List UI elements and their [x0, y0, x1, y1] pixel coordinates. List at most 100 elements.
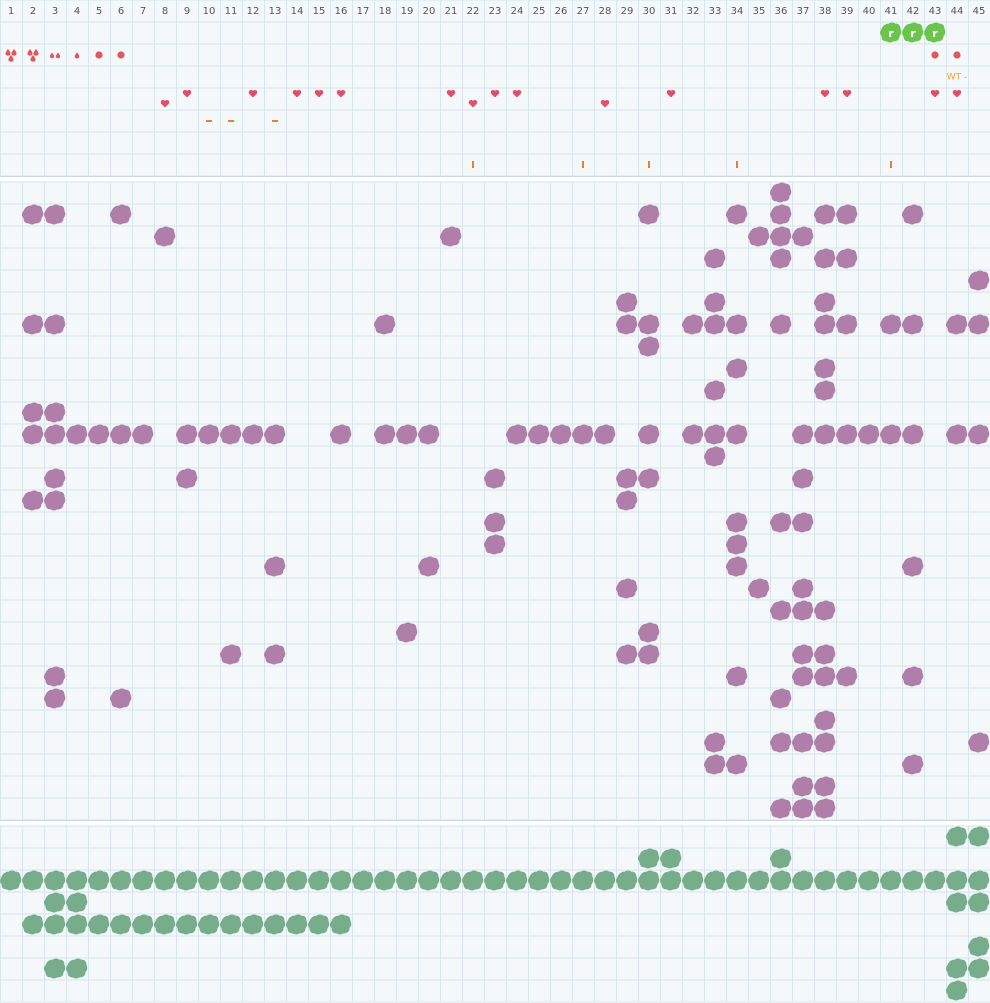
column-number: 21 — [445, 6, 458, 17]
green-blob — [264, 914, 286, 935]
tick — [472, 161, 474, 168]
heart — [490, 89, 500, 98]
purple-blob — [814, 424, 836, 445]
purple-blob — [704, 732, 726, 753]
purple-blob — [440, 226, 462, 247]
purple-blob — [704, 248, 726, 269]
purple-blob — [110, 688, 132, 709]
green-blob — [374, 870, 396, 891]
column-number: 6 — [118, 6, 124, 17]
green-blob — [770, 848, 792, 869]
column-number: 1 — [8, 6, 14, 17]
purple-blob — [22, 314, 44, 335]
bleeding-drop — [55, 52, 61, 59]
green-blob — [242, 914, 264, 935]
cycle-icon — [880, 22, 902, 43]
column-number: 40 — [863, 6, 876, 17]
bleeding-drop — [49, 52, 55, 59]
cycle-icon — [924, 22, 946, 43]
purple-blob — [638, 314, 660, 335]
purple-blob — [638, 336, 660, 357]
purple-blob — [770, 732, 792, 753]
purple-blob — [638, 468, 660, 489]
note: WT - — [947, 73, 968, 83]
purple-blob — [836, 314, 858, 335]
heart — [666, 89, 676, 98]
purple-blob — [704, 446, 726, 467]
purple-blob — [836, 204, 858, 225]
green-blob — [154, 870, 176, 891]
purple-blob — [726, 556, 748, 577]
green-blob — [792, 870, 814, 891]
purple-blob — [616, 314, 638, 335]
green-blob — [638, 870, 660, 891]
column-number: 42 — [907, 6, 920, 17]
heart — [512, 89, 522, 98]
purple-blob — [814, 248, 836, 269]
heart — [314, 89, 324, 98]
purple-blob — [22, 424, 44, 445]
green-blob — [946, 958, 968, 979]
green-blob — [66, 958, 88, 979]
column-number: 25 — [533, 6, 546, 17]
purple-blob — [264, 644, 286, 665]
green-blob — [22, 870, 44, 891]
green-blob — [528, 870, 550, 891]
column-number: 26 — [555, 6, 568, 17]
column-number: 23 — [489, 6, 502, 17]
spotting-dot — [117, 51, 125, 59]
heart — [160, 99, 170, 108]
green-blob — [748, 870, 770, 891]
purple-blob — [176, 424, 198, 445]
green-blob — [946, 870, 968, 891]
purple-blob — [616, 578, 638, 599]
purple-blob — [88, 424, 110, 445]
purple-blob — [704, 754, 726, 775]
column-number: 35 — [753, 6, 766, 17]
tick — [582, 161, 584, 168]
column-number: 29 — [621, 6, 634, 17]
heart — [468, 99, 478, 108]
green-blob — [836, 870, 858, 891]
purple-blob — [770, 314, 792, 335]
purple-blob — [726, 754, 748, 775]
spotting-dot — [95, 51, 103, 59]
purple-blob — [814, 204, 836, 225]
green-blob — [660, 848, 682, 869]
purple-blob — [418, 424, 440, 445]
green-blob — [462, 870, 484, 891]
green-blob — [968, 892, 990, 913]
purple-blob — [726, 534, 748, 555]
purple-blob — [836, 666, 858, 687]
purple-blob — [396, 622, 418, 643]
purple-blob — [704, 292, 726, 313]
green-blob — [352, 870, 374, 891]
purple-blob — [528, 424, 550, 445]
green-blob — [330, 914, 352, 935]
purple-blob — [902, 754, 924, 775]
purple-blob — [484, 512, 506, 533]
purple-blob — [44, 402, 66, 423]
purple-blob — [792, 424, 814, 445]
purple-blob — [550, 424, 572, 445]
purple-blob — [264, 424, 286, 445]
column-number: 18 — [379, 6, 392, 17]
purple-blob — [484, 468, 506, 489]
purple-blob — [814, 314, 836, 335]
purple-blob — [682, 424, 704, 445]
purple-blob — [814, 666, 836, 687]
heart — [952, 89, 962, 98]
column-number: 28 — [599, 6, 612, 17]
purple-blob — [594, 424, 616, 445]
green-blob — [308, 870, 330, 891]
green-blob — [220, 870, 242, 891]
purple-blob — [792, 468, 814, 489]
purple-blob — [374, 424, 396, 445]
column-number: 19 — [401, 6, 414, 17]
green-blob — [770, 870, 792, 891]
purple-blob — [682, 314, 704, 335]
green-blob — [44, 870, 66, 891]
purple-blob — [726, 512, 748, 533]
purple-blob — [154, 226, 176, 247]
green-blob — [506, 870, 528, 891]
